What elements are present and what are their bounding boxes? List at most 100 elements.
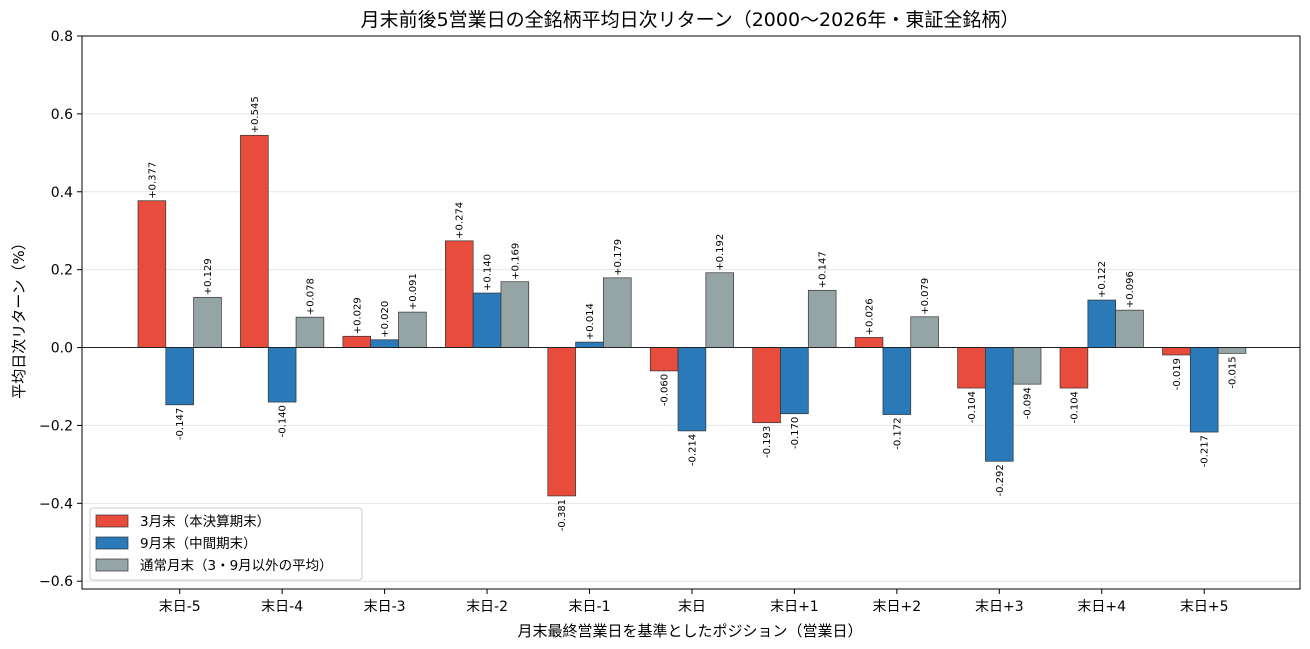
data-label: +0.096 [1125, 271, 1136, 308]
axes: 0.8 0.6 0.4 0.2 0.0 −0.2 −0.4 −0.6 末日-5 末日-4 末日-3 末… [39, 29, 1301, 615]
data-label: +0.091 [408, 273, 419, 310]
legend: 3月末（本決算期末） 9月末（中間期末） 通常月末（3・9月以外の平均） [89, 507, 363, 581]
data-label: -0.060 [660, 374, 671, 406]
x-tick-label: 末日 [678, 599, 706, 615]
bar [370, 339, 399, 348]
data-label: +0.122 [1097, 261, 1108, 298]
y-tick-label: 0.2 [51, 263, 73, 279]
data-label: -0.015 [1228, 356, 1239, 388]
legend-box [89, 507, 363, 581]
bar [398, 311, 427, 348]
bar [240, 134, 269, 348]
data-label: +0.169 [510, 243, 521, 280]
bar [780, 347, 809, 415]
bar [1162, 347, 1191, 356]
y-axis-label: 平均日次リターン（%） [10, 235, 28, 399]
bar [854, 337, 884, 348]
data-label: -0.214 [687, 434, 698, 466]
legend-label: 3月末（本決算期末） [140, 514, 270, 530]
plot-frame [81, 35, 1301, 590]
x-tick-label: 末日-1 [569, 599, 611, 615]
y-tick-label: −0.6 [39, 574, 73, 590]
bar [267, 347, 297, 403]
y-tick-label: −0.4 [39, 496, 73, 512]
data-label: +0.079 [920, 278, 931, 315]
bar [1217, 347, 1247, 354]
data-label: +0.026 [865, 298, 876, 335]
bar [342, 335, 372, 348]
data-label: -0.193 [762, 426, 773, 458]
data-label: -0.140 [278, 405, 289, 437]
data-label: -0.094 [1023, 387, 1034, 419]
x-tick-label: 末日-3 [364, 599, 406, 615]
x-tick-label: 末日+1 [770, 599, 819, 615]
data-label: -0.019 [1172, 358, 1183, 390]
chart-title: 月末前後5営業日の全銘柄平均日次リターン（2000〜2026年・東証全銘柄） [361, 9, 1020, 31]
data-label: -0.147 [175, 408, 186, 440]
bar [882, 347, 912, 415]
y-tick-label: 0.0 [51, 341, 73, 357]
x-tick-label: 末日+2 [873, 599, 922, 615]
data-label: +0.377 [147, 162, 158, 199]
y-tick-label: 0.4 [51, 185, 73, 201]
bar [1115, 309, 1144, 348]
data-label: +0.545 [250, 96, 261, 133]
bar [295, 316, 325, 348]
data-label: +0.078 [305, 278, 316, 315]
y-tick-label: 0.6 [51, 107, 73, 123]
bar [193, 296, 222, 348]
data-label: +0.147 [818, 251, 829, 288]
bar [677, 347, 707, 432]
data-label: +0.129 [203, 258, 214, 295]
bar [705, 272, 734, 348]
x-tick-label: 末日+4 [1077, 599, 1126, 615]
data-label: -0.292 [995, 464, 1006, 496]
bar [500, 281, 530, 348]
bar [445, 240, 474, 348]
bar [1012, 347, 1042, 385]
data-label: -0.381 [557, 499, 568, 531]
bar [137, 200, 167, 348]
data-label: +0.014 [585, 303, 596, 340]
bar [807, 289, 837, 348]
bar [985, 347, 1014, 462]
data-label: +0.192 [715, 234, 726, 271]
bar [910, 316, 939, 348]
x-tick-label: 末日-2 [466, 599, 508, 615]
data-label: +0.020 [380, 301, 391, 338]
data-label: -0.104 [1069, 391, 1080, 423]
data-label: -0.172 [892, 418, 903, 450]
data-label: +0.274 [455, 202, 466, 239]
x-axis-label: 月末最終営業日を基準としたポジション（営業日） [517, 622, 862, 640]
x-tick-label: 末日-4 [261, 599, 303, 615]
data-label: -0.217 [1200, 435, 1211, 467]
x-tick-label: 末日+3 [975, 599, 1024, 615]
bar [752, 347, 781, 424]
bar [575, 341, 604, 348]
y-tick-label: 0.8 [51, 29, 73, 45]
data-label: +0.179 [613, 239, 624, 276]
y-tick-label: −0.2 [39, 418, 73, 434]
legend-label: 通常月末（3・9月以外の平均） [140, 558, 333, 574]
legend-swatch [95, 536, 129, 550]
data-label: -0.170 [790, 417, 801, 449]
bar [1189, 347, 1219, 433]
bars [137, 134, 1247, 497]
bar [957, 347, 986, 389]
data-label: +0.140 [483, 254, 494, 291]
bar [649, 347, 679, 372]
data-label: +0.029 [352, 297, 363, 334]
legend-swatch [95, 514, 129, 528]
bar [165, 347, 194, 406]
bar [603, 277, 632, 348]
legend-label: 9月末（中間期末） [140, 536, 257, 552]
bar [472, 292, 502, 348]
bar [547, 347, 576, 497]
x-tick-label: 末日+5 [1180, 599, 1229, 615]
data-labels: +0.377 +0.545 +0.029 +0.274 -0.381 -0.060 -0.1… [147, 96, 1238, 531]
x-tick-label: 末日-5 [159, 599, 201, 615]
bar [1087, 299, 1116, 348]
bar [1059, 347, 1089, 389]
legend-swatch [95, 558, 129, 572]
